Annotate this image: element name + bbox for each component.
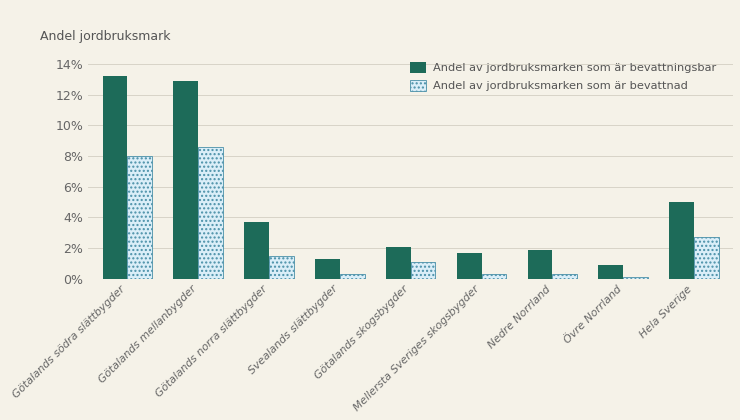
- Bar: [482, 274, 506, 279]
- Bar: [599, 265, 623, 279]
- Bar: [528, 250, 552, 279]
- Bar: [315, 259, 340, 279]
- Bar: [103, 76, 127, 279]
- Legend: Andel av jordbruksmarken som är bevattningsbar, Andel av jordbruksmarken som är : Andel av jordbruksmarken som är bevattni…: [406, 58, 721, 96]
- Text: Andel jordbruksmark: Andel jordbruksmark: [40, 30, 170, 43]
- Bar: [411, 262, 436, 279]
- Bar: [552, 274, 577, 279]
- Bar: [386, 247, 411, 279]
- Bar: [127, 156, 152, 279]
- Bar: [694, 237, 719, 279]
- Bar: [669, 202, 694, 279]
- Bar: [457, 253, 482, 279]
- Bar: [340, 274, 365, 279]
- Bar: [173, 81, 198, 279]
- Bar: [198, 147, 223, 279]
- Bar: [244, 222, 269, 279]
- Bar: [269, 256, 294, 279]
- Bar: [623, 277, 648, 279]
